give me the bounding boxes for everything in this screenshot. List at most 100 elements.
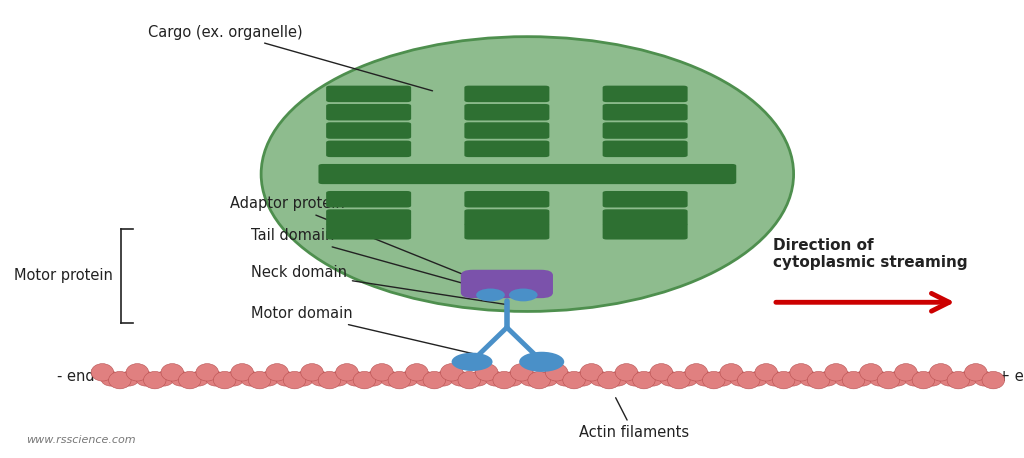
Ellipse shape xyxy=(633,371,655,389)
Ellipse shape xyxy=(563,371,586,389)
Ellipse shape xyxy=(817,371,838,386)
Ellipse shape xyxy=(109,371,131,389)
Ellipse shape xyxy=(782,371,803,386)
Ellipse shape xyxy=(362,371,383,386)
FancyBboxPatch shape xyxy=(326,209,411,226)
Ellipse shape xyxy=(695,371,716,386)
Ellipse shape xyxy=(380,371,400,386)
Ellipse shape xyxy=(503,371,523,386)
Ellipse shape xyxy=(371,364,393,381)
Ellipse shape xyxy=(538,371,558,386)
FancyBboxPatch shape xyxy=(326,104,411,120)
Ellipse shape xyxy=(328,371,348,386)
Ellipse shape xyxy=(807,371,829,389)
Ellipse shape xyxy=(101,371,122,386)
Ellipse shape xyxy=(416,371,436,386)
Ellipse shape xyxy=(668,371,690,389)
Ellipse shape xyxy=(730,371,751,386)
Text: Adaptor protein: Adaptor protein xyxy=(230,196,478,281)
Ellipse shape xyxy=(800,371,820,386)
Ellipse shape xyxy=(161,364,183,381)
Ellipse shape xyxy=(91,364,114,381)
Text: Direction of
cytoplasmic streaming: Direction of cytoplasmic streaming xyxy=(773,238,968,270)
Ellipse shape xyxy=(642,371,663,386)
Circle shape xyxy=(476,289,505,301)
Ellipse shape xyxy=(702,371,725,389)
Ellipse shape xyxy=(555,371,575,386)
Ellipse shape xyxy=(852,371,872,386)
Text: Actin filaments: Actin filaments xyxy=(579,398,689,440)
Ellipse shape xyxy=(266,364,289,381)
FancyBboxPatch shape xyxy=(326,141,411,157)
Ellipse shape xyxy=(406,364,428,381)
Ellipse shape xyxy=(154,371,174,386)
Text: + end: + end xyxy=(998,369,1024,383)
Ellipse shape xyxy=(310,371,331,386)
Ellipse shape xyxy=(258,371,279,386)
Ellipse shape xyxy=(241,371,261,386)
Ellipse shape xyxy=(493,371,515,389)
Ellipse shape xyxy=(720,364,742,381)
Ellipse shape xyxy=(922,371,942,386)
Circle shape xyxy=(519,352,564,372)
Ellipse shape xyxy=(136,371,157,386)
Ellipse shape xyxy=(213,371,236,389)
Ellipse shape xyxy=(423,371,445,389)
FancyBboxPatch shape xyxy=(326,86,411,102)
Circle shape xyxy=(452,353,493,371)
Ellipse shape xyxy=(713,371,733,386)
Ellipse shape xyxy=(887,371,907,386)
Ellipse shape xyxy=(261,37,794,311)
Ellipse shape xyxy=(869,371,890,386)
FancyBboxPatch shape xyxy=(465,223,549,240)
Text: Motor protein: Motor protein xyxy=(13,268,113,284)
Ellipse shape xyxy=(930,364,952,381)
Ellipse shape xyxy=(485,371,506,386)
Ellipse shape xyxy=(451,371,471,386)
Ellipse shape xyxy=(388,371,411,389)
Ellipse shape xyxy=(178,371,201,389)
Ellipse shape xyxy=(196,364,218,381)
FancyBboxPatch shape xyxy=(326,223,411,240)
Ellipse shape xyxy=(974,371,994,386)
Ellipse shape xyxy=(223,371,244,386)
Text: - end: - end xyxy=(56,369,94,383)
FancyBboxPatch shape xyxy=(602,122,688,139)
Ellipse shape xyxy=(581,364,603,381)
Ellipse shape xyxy=(284,371,306,389)
Ellipse shape xyxy=(433,371,454,386)
FancyBboxPatch shape xyxy=(326,122,411,139)
Ellipse shape xyxy=(860,364,883,381)
Ellipse shape xyxy=(527,371,550,389)
Ellipse shape xyxy=(912,371,935,389)
Ellipse shape xyxy=(598,371,621,389)
Ellipse shape xyxy=(440,364,463,381)
Text: Motor domain: Motor domain xyxy=(251,306,481,356)
Ellipse shape xyxy=(748,371,768,386)
Ellipse shape xyxy=(755,364,777,381)
FancyBboxPatch shape xyxy=(602,141,688,157)
Ellipse shape xyxy=(650,364,673,381)
FancyBboxPatch shape xyxy=(318,164,736,184)
Text: Neck domain: Neck domain xyxy=(251,265,508,305)
FancyBboxPatch shape xyxy=(465,191,549,207)
Ellipse shape xyxy=(475,364,498,381)
Ellipse shape xyxy=(835,371,855,386)
Text: Tail domain: Tail domain xyxy=(251,229,494,292)
FancyBboxPatch shape xyxy=(465,141,549,157)
Ellipse shape xyxy=(956,371,977,386)
Ellipse shape xyxy=(345,371,366,386)
Ellipse shape xyxy=(772,371,795,389)
Ellipse shape xyxy=(249,371,271,389)
Ellipse shape xyxy=(546,364,568,381)
FancyBboxPatch shape xyxy=(602,191,688,207)
Ellipse shape xyxy=(206,371,226,386)
Ellipse shape xyxy=(301,364,324,381)
Ellipse shape xyxy=(336,364,358,381)
Ellipse shape xyxy=(171,371,191,386)
Ellipse shape xyxy=(685,364,708,381)
Ellipse shape xyxy=(590,371,610,386)
Ellipse shape xyxy=(790,364,812,381)
Ellipse shape xyxy=(293,371,313,386)
Ellipse shape xyxy=(143,371,166,389)
